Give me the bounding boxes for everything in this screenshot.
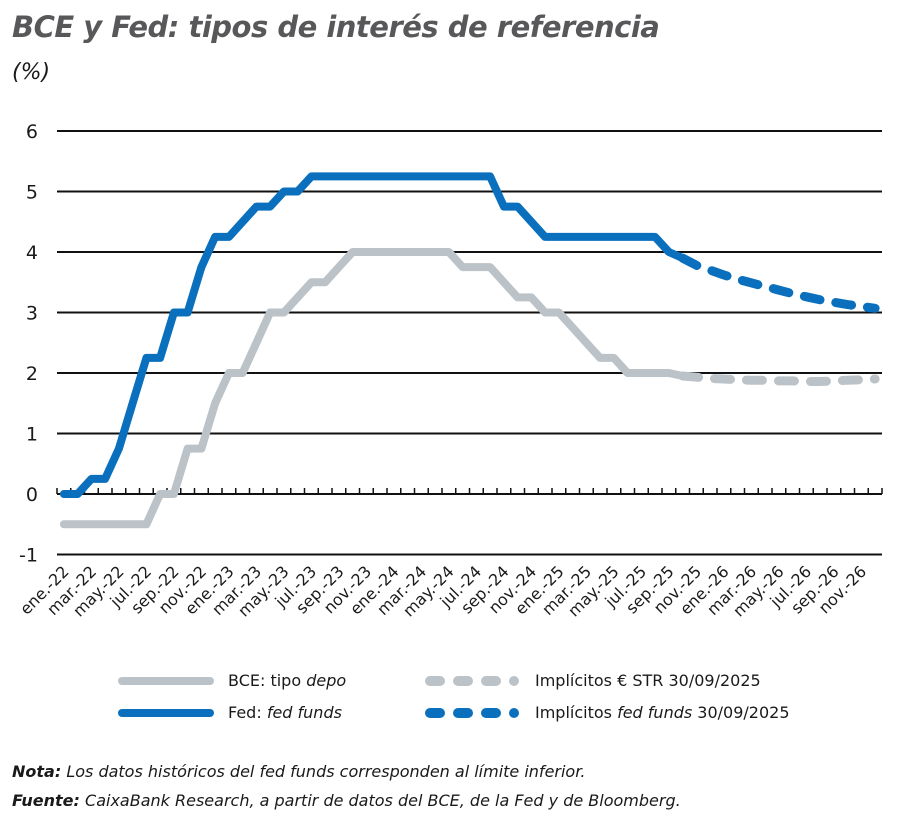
x-axis (56, 488, 883, 495)
y-tick-label: 4 (26, 242, 38, 264)
gridlines (57, 130, 882, 556)
note-line: Nota: Los datos históricos del fed funds… (12, 762, 586, 781)
legend-swatch-estr-dashed (425, 675, 521, 686)
y-tick-label: 6 (26, 121, 38, 143)
legend-label: Fed: fed funds (228, 703, 342, 722)
series-lines (59, 172, 880, 529)
series-line (678, 253, 880, 313)
legend-label: Implícitos € STR 30/09/2025 (535, 671, 761, 690)
legend: BCE: tipo depo Implícitos € STR 30/09/20… (0, 665, 900, 735)
legend-item-fed-funds: Fed: fed funds (118, 703, 342, 722)
y-tick-label: 3 (26, 303, 38, 325)
legend-swatch-fed-solid (118, 708, 214, 717)
chart-title: BCE y Fed: tipos de interés de referenci… (12, 10, 660, 44)
legend-item-bce-depo: BCE: tipo depo (118, 671, 346, 690)
legend-item-fed-implied: Implícitos fed funds 30/09/2025 (425, 703, 790, 722)
series-line (59, 172, 687, 498)
y-tick-label: 5 (26, 182, 38, 204)
series-line (59, 248, 687, 529)
y-axis-unit: (%) (12, 60, 51, 85)
legend-swatch-fed-dashed (425, 707, 521, 718)
y-tick-label: 2 (26, 363, 38, 385)
legend-label: BCE: tipo depo (228, 671, 347, 690)
x-axis-labels: ene.-22mar.-22may.-22jul.-22sep.-22nov.-… (16, 562, 870, 621)
line-chart: -1 0 1 2 3 4 5 6 ene.-22mar.-22may.-22jul.-22se… (16, 121, 883, 621)
y-tick-label: -1 (19, 545, 38, 567)
y-axis-ticks: -1 0 1 2 3 4 5 6 (19, 121, 38, 567)
legend-swatch-bce-solid (118, 676, 214, 685)
legend-item-estr-implied: Implícitos € STR 30/09/2025 (425, 671, 761, 690)
legend-label: Implícitos fed funds 30/09/2025 (535, 703, 790, 722)
series-line (678, 371, 880, 386)
y-tick-label: 0 (26, 484, 38, 506)
footnotes: Nota: Los datos históricos del fed funds… (12, 757, 681, 815)
source-line: Fuente: CaixaBank Research, a partir de … (12, 791, 681, 810)
y-tick-label: 1 (26, 424, 38, 446)
